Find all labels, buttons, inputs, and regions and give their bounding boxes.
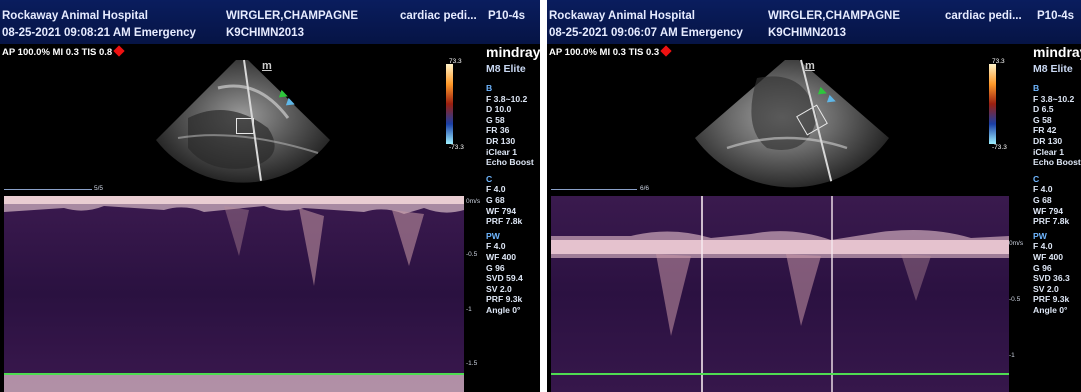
probe-name: P10-4s — [1037, 10, 1075, 22]
colorbar-min: -73.3 — [992, 144, 1007, 151]
param: G 68 — [486, 194, 505, 205]
probe-name: P10-4s — [488, 10, 526, 22]
color-mode-label: C — [486, 173, 493, 184]
param: WF 400 — [486, 251, 517, 262]
param: G 96 — [486, 262, 505, 273]
b-mode-label: B — [486, 83, 493, 93]
acoustic-text: AP 100.0% MI 0.3 TIS 0.3 — [549, 47, 660, 58]
color-mode-label: C — [1033, 173, 1040, 184]
param: D 6.5 — [1033, 104, 1054, 115]
velocity-scale-label: 0m/s — [466, 198, 481, 205]
param: FR 36 — [486, 125, 510, 136]
velocity-scale-label: -1 — [1009, 352, 1015, 359]
param: G 96 — [1033, 262, 1052, 273]
model-name: M8 Elite — [1033, 63, 1073, 75]
patient-name: WIRGLER,CHAMPAGNE — [226, 10, 359, 22]
param: WF 400 — [1033, 251, 1064, 262]
colorbar-max: 73.3 — [992, 58, 1005, 65]
color-velocity-bar — [989, 64, 996, 144]
param: F 4.0 — [1033, 241, 1053, 252]
exam-datetime: 08-25-2021 09:06:07 AM Emergency — [549, 27, 743, 39]
param: DR 130 — [1033, 135, 1063, 146]
param: F 4.0 — [486, 241, 506, 252]
velocity-scale-label: -0.5 — [1009, 296, 1021, 303]
exam-type: cardiac pedi... — [400, 10, 477, 22]
timeline-bar — [4, 189, 92, 190]
brand-logo: mindray — [1033, 44, 1081, 60]
ultrasound-panel-right: Rockaway Animal Hospital 08-25-2021 09:0… — [547, 0, 1081, 392]
param: SV 2.0 — [486, 283, 512, 294]
patient-id: K9CHIMN2013 — [226, 27, 304, 39]
colorbar-min: -73.3 — [449, 144, 464, 151]
cine-frame-counter: 5/5 — [94, 185, 104, 192]
param: PRF 9.3k — [1033, 294, 1070, 305]
param: Echo Boost — [1033, 157, 1081, 168]
baseline-marker[interactable] — [551, 373, 1009, 375]
param: SV 2.0 — [1033, 283, 1059, 294]
ultrasound-panel-left: Rockaway Animal Hospital 08-25-2021 09:0… — [0, 0, 540, 392]
parameter-panel: B F 3.8~10.2 D 6.5 G 58 FR 42 DR 130 iCl… — [1033, 83, 1081, 315]
velocity-scale-label: -1.5 — [466, 360, 478, 367]
baseline-marker[interactable] — [4, 373, 464, 375]
param: G 58 — [1033, 114, 1052, 125]
header-bar: Rockaway Animal Hospital 08-25-2021 09:0… — [0, 0, 540, 44]
param: iClear 1 — [1033, 146, 1065, 157]
acoustic-output: AP 100.0% MI 0.3 TIS 0.3 — [549, 45, 672, 58]
b-mode-label: B — [1033, 83, 1040, 93]
param: PRF 7.8k — [486, 216, 523, 227]
timeline-bar — [551, 189, 637, 190]
pw-doppler-spectrum — [551, 196, 1009, 392]
hospital-name: Rockaway Animal Hospital — [549, 10, 695, 22]
parameter-panel: B F 3.8~10.2 D 10.0 G 58 FR 36 DR 130 iC… — [486, 83, 534, 315]
orientation-marker: m — [805, 60, 815, 72]
param: Echo Boost — [486, 157, 534, 168]
param: F 3.8~10.2 — [486, 93, 528, 104]
param: WF 794 — [1033, 205, 1064, 216]
acoustic-output: AP 100.0% MI 0.3 TIS 0.8 — [2, 45, 125, 58]
param: PRF 7.8k — [1033, 216, 1070, 227]
param: FR 42 — [1033, 125, 1057, 136]
hospital-name: Rockaway Animal Hospital — [2, 10, 148, 22]
colorbar-max: 73.3 — [449, 58, 462, 65]
orientation-marker: m — [262, 60, 272, 72]
param: SVD 36.3 — [1033, 273, 1070, 284]
param: DR 130 — [486, 135, 516, 146]
param: F 4.0 — [486, 184, 506, 195]
param: SVD 59.4 — [486, 273, 523, 284]
patient-id: K9CHIMN2013 — [768, 27, 846, 39]
pw-doppler-spectrum — [4, 196, 464, 392]
heart-icon — [660, 45, 672, 57]
b-mode-sector-image — [695, 60, 889, 188]
param: Angle 0° — [1033, 304, 1068, 315]
velocity-scale-label: -1 — [466, 306, 472, 313]
exam-datetime: 08-25-2021 09:08:21 AM Emergency — [2, 27, 196, 39]
model-name: M8 Elite — [486, 63, 526, 75]
param: F 4.0 — [1033, 184, 1053, 195]
color-velocity-bar — [446, 64, 453, 144]
param: G 58 — [486, 114, 505, 125]
velocity-scale-label: 0m/s — [1009, 240, 1024, 247]
pw-mode-label: PW — [486, 230, 500, 241]
brand-logo: mindray — [486, 44, 540, 60]
exam-type: cardiac pedi... — [945, 10, 1022, 22]
param: F 3.8~10.2 — [1033, 93, 1075, 104]
param: D 10.0 — [486, 104, 512, 115]
cine-frame-counter: 6/6 — [640, 185, 650, 192]
param: iClear 1 — [486, 146, 518, 157]
param: WF 794 — [486, 205, 517, 216]
param: Angle 0° — [486, 304, 521, 315]
pw-mode-label: PW — [1033, 230, 1047, 241]
header-bar: Rockaway Animal Hospital 08-25-2021 09:0… — [547, 0, 1081, 44]
param: G 68 — [1033, 194, 1052, 205]
heart-icon — [113, 45, 125, 57]
patient-name: WIRGLER,CHAMPAGNE — [768, 10, 901, 22]
param: PRF 9.3k — [486, 294, 523, 305]
velocity-scale-label: -0.5 — [466, 251, 478, 258]
acoustic-text: AP 100.0% MI 0.3 TIS 0.8 — [2, 47, 113, 58]
